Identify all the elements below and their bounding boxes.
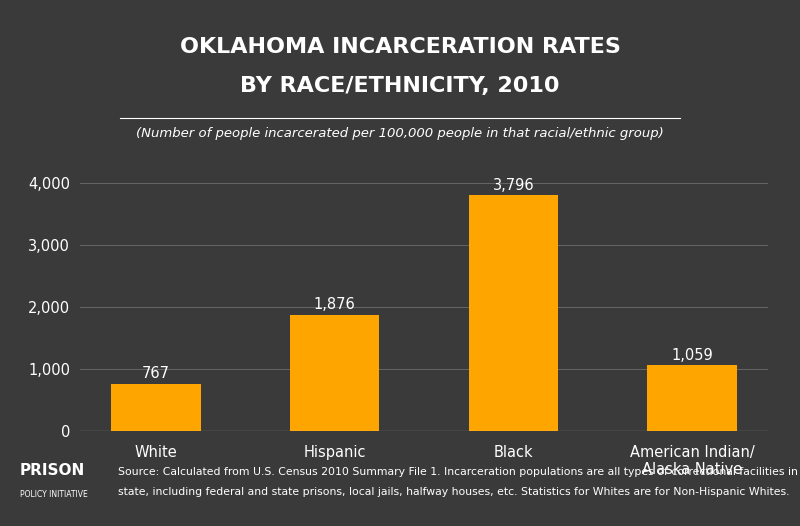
Text: 767: 767 xyxy=(142,366,170,381)
Text: Source: Calculated from U.S. Census 2010 Summary File 1. Incarceration populatio: Source: Calculated from U.S. Census 2010… xyxy=(118,467,800,477)
Text: BY RACE/ETHNICITY, 2010: BY RACE/ETHNICITY, 2010 xyxy=(240,76,560,96)
Bar xyxy=(469,195,558,431)
Bar xyxy=(111,383,201,431)
Bar xyxy=(290,315,379,431)
Text: 1,059: 1,059 xyxy=(671,348,713,363)
Text: POLICY INITIATIVE: POLICY INITIATIVE xyxy=(20,490,88,499)
Bar xyxy=(647,366,737,431)
Text: PRISON: PRISON xyxy=(20,462,86,478)
Text: (Number of people incarcerated per 100,000 people in that racial/ethnic group): (Number of people incarcerated per 100,0… xyxy=(136,127,664,140)
Text: state, including federal and state prisons, local jails, halfway houses, etc. St: state, including federal and state priso… xyxy=(118,487,790,497)
Text: OKLAHOMA INCARCERATION RATES: OKLAHOMA INCARCERATION RATES xyxy=(179,37,621,57)
Text: 3,796: 3,796 xyxy=(493,178,534,193)
Text: 1,876: 1,876 xyxy=(314,297,355,312)
